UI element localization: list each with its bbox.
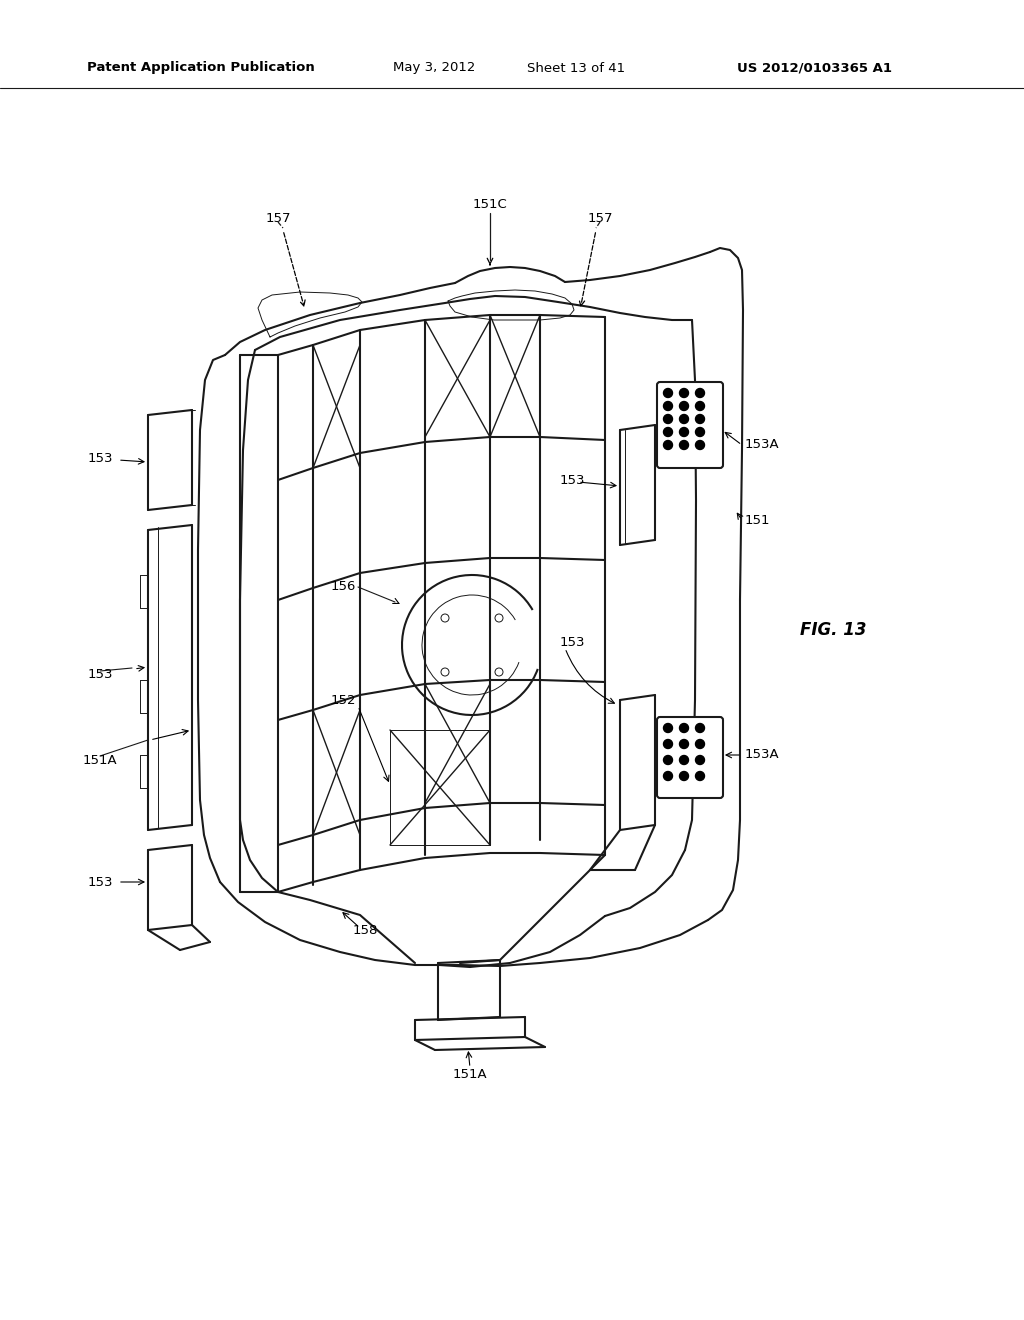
Text: Patent Application Publication: Patent Application Publication bbox=[87, 62, 314, 74]
Text: 151: 151 bbox=[745, 513, 770, 527]
Text: 152: 152 bbox=[331, 693, 356, 706]
Circle shape bbox=[680, 441, 688, 450]
Circle shape bbox=[695, 428, 705, 437]
Circle shape bbox=[695, 723, 705, 733]
Text: May 3, 2012: May 3, 2012 bbox=[393, 62, 475, 74]
Circle shape bbox=[695, 441, 705, 450]
Text: 158: 158 bbox=[352, 924, 378, 936]
Circle shape bbox=[695, 771, 705, 780]
Circle shape bbox=[695, 414, 705, 424]
Text: 156: 156 bbox=[331, 581, 356, 594]
Text: 157: 157 bbox=[587, 211, 612, 224]
Circle shape bbox=[695, 755, 705, 764]
Text: 153A: 153A bbox=[745, 748, 779, 762]
FancyBboxPatch shape bbox=[657, 717, 723, 799]
Circle shape bbox=[664, 428, 673, 437]
Circle shape bbox=[680, 388, 688, 397]
Text: 153A: 153A bbox=[745, 438, 779, 451]
Circle shape bbox=[695, 739, 705, 748]
Text: 151C: 151C bbox=[473, 198, 507, 211]
Circle shape bbox=[680, 771, 688, 780]
Circle shape bbox=[664, 388, 673, 397]
Circle shape bbox=[664, 414, 673, 424]
Text: Sheet 13 of 41: Sheet 13 of 41 bbox=[527, 62, 625, 74]
Text: 153: 153 bbox=[87, 875, 113, 888]
Text: 153: 153 bbox=[560, 474, 586, 487]
Circle shape bbox=[664, 771, 673, 780]
Circle shape bbox=[680, 755, 688, 764]
Text: 151A: 151A bbox=[453, 1068, 487, 1081]
Text: 153: 153 bbox=[87, 668, 113, 681]
Circle shape bbox=[664, 441, 673, 450]
Circle shape bbox=[695, 388, 705, 397]
Text: US 2012/0103365 A1: US 2012/0103365 A1 bbox=[737, 62, 892, 74]
Text: 157: 157 bbox=[265, 211, 291, 224]
Text: 153: 153 bbox=[560, 635, 586, 648]
Circle shape bbox=[680, 428, 688, 437]
Circle shape bbox=[695, 401, 705, 411]
Circle shape bbox=[664, 739, 673, 748]
Text: FIG. 13: FIG. 13 bbox=[800, 620, 866, 639]
Circle shape bbox=[680, 739, 688, 748]
Circle shape bbox=[680, 414, 688, 424]
Circle shape bbox=[664, 723, 673, 733]
Circle shape bbox=[664, 755, 673, 764]
Circle shape bbox=[680, 723, 688, 733]
Circle shape bbox=[664, 401, 673, 411]
Text: 153: 153 bbox=[87, 451, 113, 465]
FancyBboxPatch shape bbox=[657, 381, 723, 469]
Circle shape bbox=[680, 401, 688, 411]
Text: 151A: 151A bbox=[83, 754, 118, 767]
